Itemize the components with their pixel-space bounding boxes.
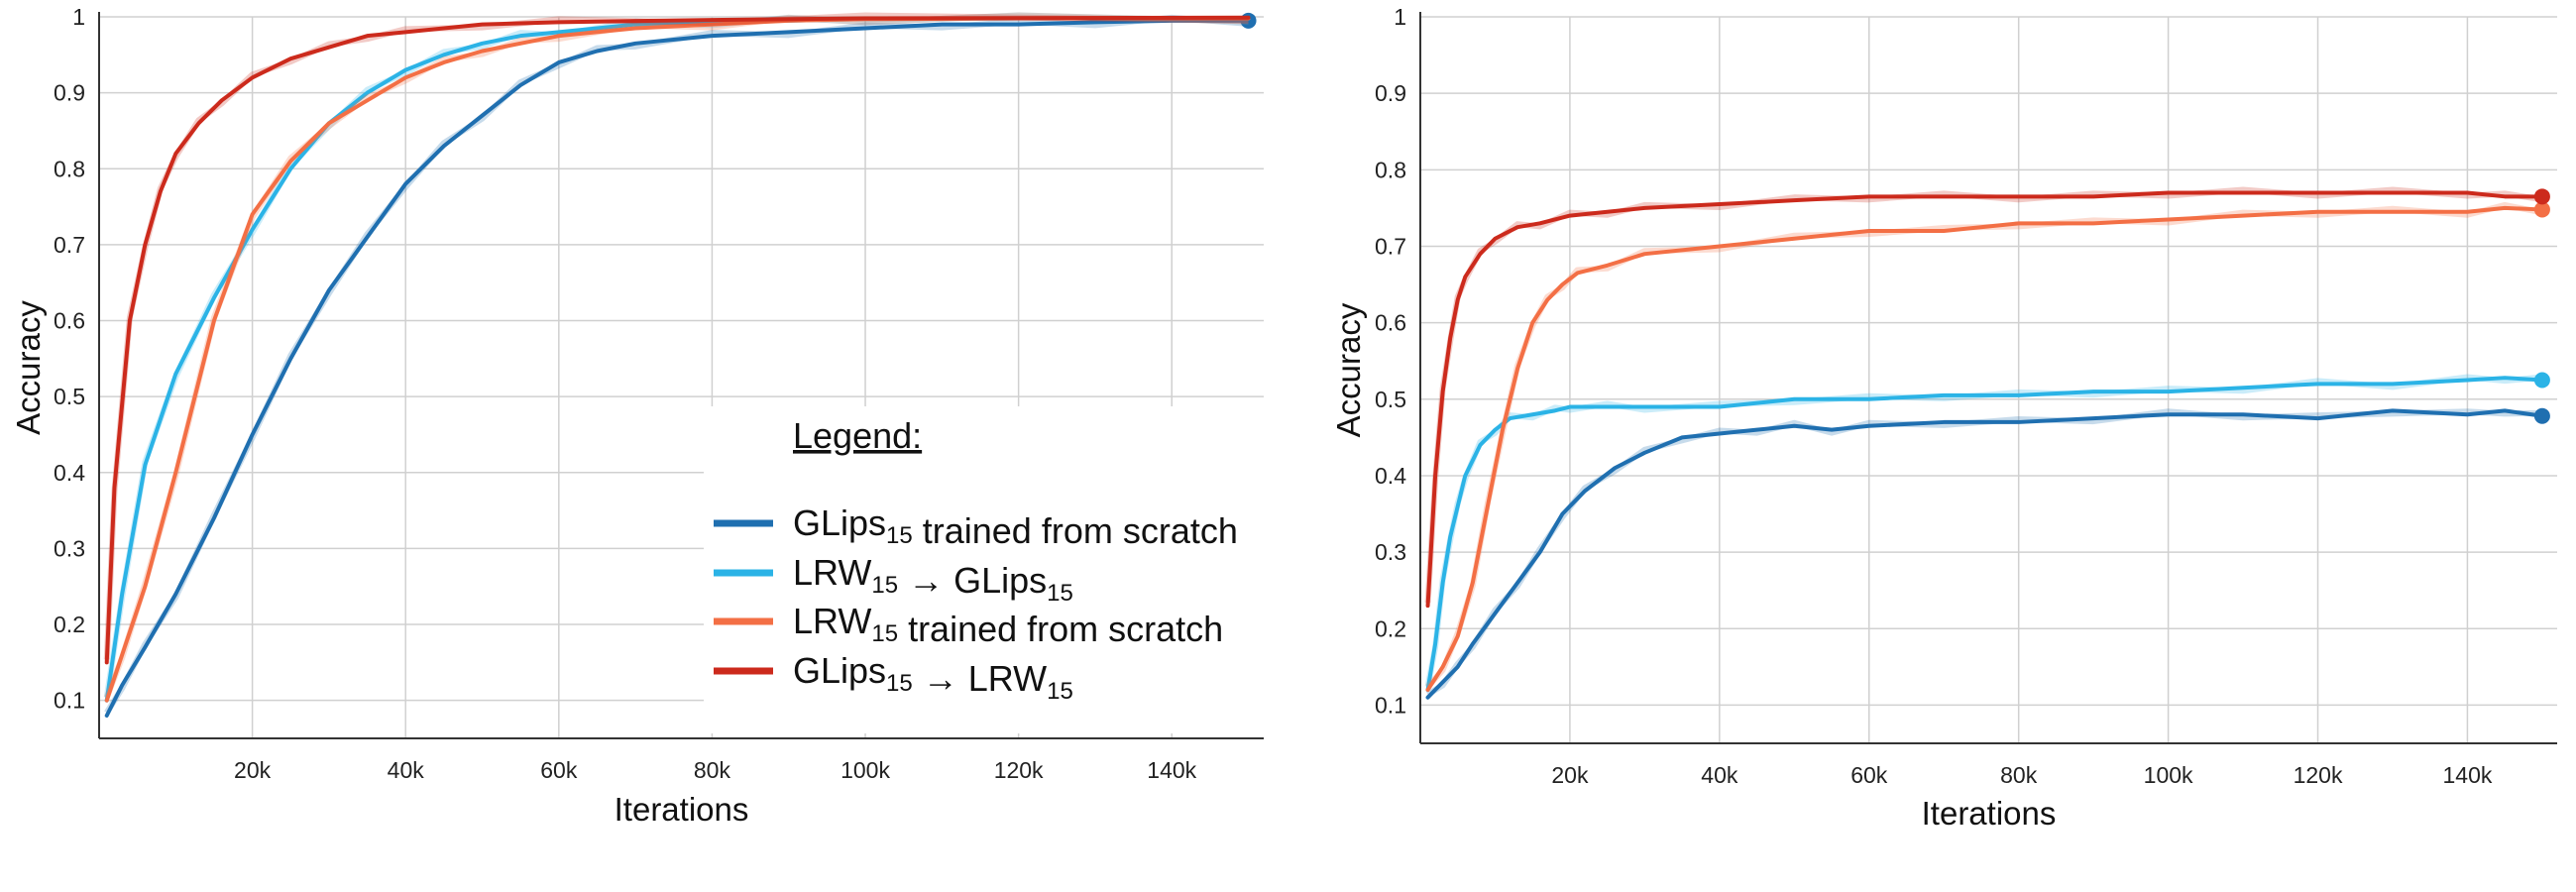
y-tick-label: 0.9 <box>1375 80 1406 106</box>
series-raw-glips_scratch <box>1425 408 2542 698</box>
y-tick-label: 0.4 <box>1375 463 1406 489</box>
y-tick-label: 0.9 <box>54 80 85 106</box>
x-tick-label: 120k <box>2294 762 2343 788</box>
legend-background <box>704 406 1264 733</box>
x-tick-label: 100k <box>840 757 890 783</box>
x-tick-label: 80k <box>2000 762 2038 788</box>
y-tick-label: 0.1 <box>1375 692 1406 718</box>
y-tick-label: 0.5 <box>54 384 85 409</box>
y-tick-label: 0.7 <box>54 232 85 258</box>
legend-entry-glips_to_lrw: GLips15 → LRW15 <box>793 650 1073 705</box>
y-tick-label: 0.2 <box>54 612 85 637</box>
y-tick-label: 0.6 <box>1375 310 1406 336</box>
x-tick-label: 40k <box>1701 762 1738 788</box>
legend-entry-lrw_to_glips: LRW15 → GLips15 <box>793 552 1073 607</box>
series-line-glips_scratch <box>1425 408 2544 700</box>
y-tick-label: 0.1 <box>54 688 85 714</box>
series-endpoint-glips_scratch <box>2533 407 2550 424</box>
y-tick-label: 0.8 <box>1375 157 1406 182</box>
x-tick-label: 20k <box>234 757 272 783</box>
series-endpoint-lrw_to_glips <box>2533 372 2550 389</box>
x-tick-label: 140k <box>2443 762 2493 788</box>
series-line-lrw_scratch <box>1425 205 2544 692</box>
x-axis-label: Iterations <box>1922 795 2057 832</box>
x-tick-label: 40k <box>388 757 425 783</box>
y-axis-label: Accuracy <box>10 300 47 435</box>
x-tick-label: 140k <box>1147 757 1196 783</box>
series-endpoint-glips_to_lrw <box>2533 188 2550 205</box>
y-tick-label: 0.2 <box>1375 615 1406 641</box>
y-axis-label: Accuracy <box>1330 302 1367 437</box>
y-tick-label: 0.7 <box>1375 233 1406 259</box>
legend-entry-lrw_scratch: LRW15 trained from scratch <box>793 601 1223 649</box>
series-line-glips_scratch <box>104 18 1251 719</box>
y-tick-label: 0.4 <box>54 460 85 486</box>
x-tick-label: 100k <box>2144 762 2193 788</box>
y-tick-label: 0.3 <box>1375 539 1406 565</box>
y-tick-label: 1 <box>1394 4 1406 30</box>
series-line-glips_to_lrw <box>1425 190 2544 609</box>
y-tick-label: 0.3 <box>54 535 85 561</box>
x-tick-label: 20k <box>1551 762 1589 788</box>
y-tick-label: 0.6 <box>54 308 85 334</box>
x-tick-label: 80k <box>694 757 731 783</box>
series-raw-lrw_scratch <box>1425 201 2543 689</box>
legend-entry-glips_scratch: GLips15 trained from scratch <box>793 502 1238 551</box>
x-tick-label: 60k <box>1850 762 1888 788</box>
x-tick-label: 120k <box>994 757 1044 783</box>
y-tick-label: 1 <box>72 4 85 30</box>
x-axis-label: Iterations <box>615 791 749 828</box>
legend-title: Legend: <box>793 415 922 456</box>
legend: Legend:GLips15 trained from scratchLRW15… <box>704 406 1264 733</box>
y-tick-label: 0.8 <box>54 156 85 181</box>
y-tick-label: 0.5 <box>1375 387 1406 412</box>
series-line-lrw_scratch <box>104 16 1251 703</box>
series-line-lrw_to_glips <box>1425 376 2544 692</box>
series-line-glips_to_lrw <box>104 15 1251 665</box>
series-endpoint-lrw_scratch <box>2533 201 2550 218</box>
x-tick-label: 60k <box>540 757 578 783</box>
